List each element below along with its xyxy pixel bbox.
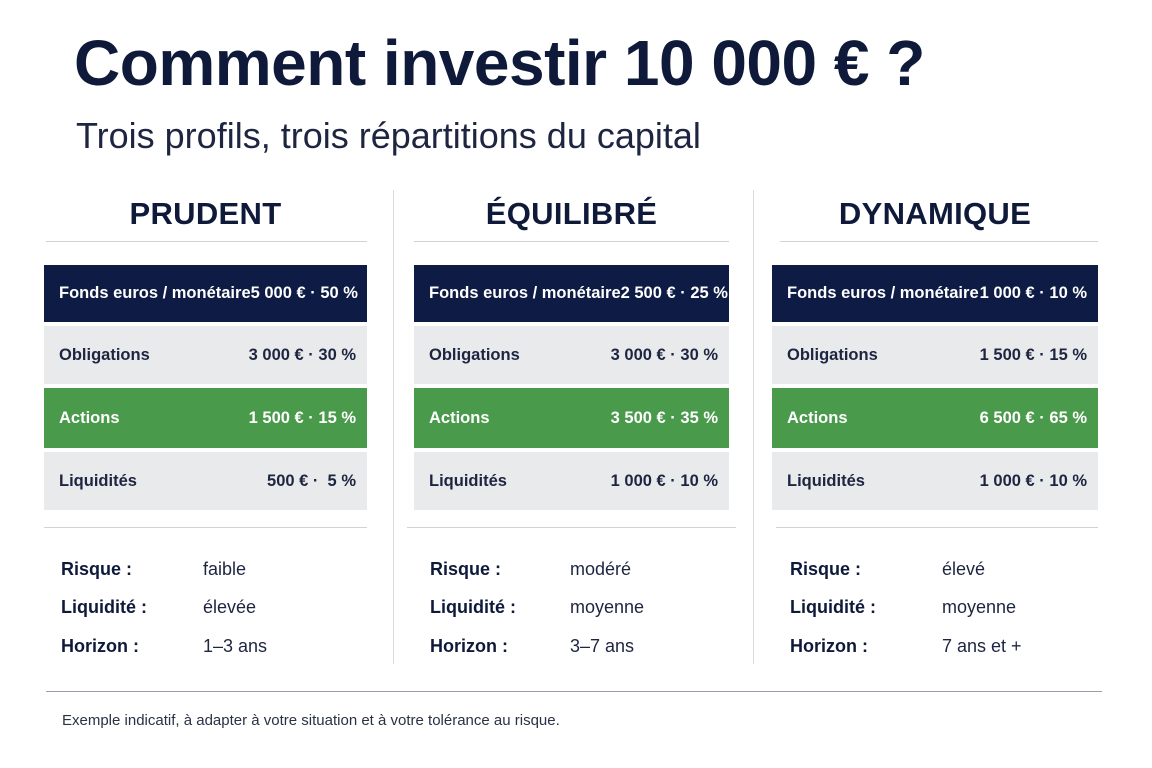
info-label: Liquidité :	[790, 597, 876, 618]
info-value: 7 ans et +	[942, 635, 1022, 656]
info-row-horizon: Horizon : 7 ans et +	[790, 627, 1098, 666]
allocation-value: 1 000 € · 10 %	[979, 284, 1087, 302]
allocation-label: Liquidités	[59, 471, 137, 490]
allocation-value: 1 000 € · 10 %	[610, 471, 718, 490]
allocation-value: 3 000 € · 30 %	[248, 345, 356, 364]
info-value: modéré	[570, 558, 632, 579]
profile-title: ÉQUILIBRÉ	[485, 196, 658, 231]
info-label: Horizon :	[61, 635, 139, 656]
profile-info: Risque : élevé Liquidité : moyenne Horiz…	[772, 550, 1098, 666]
profile-column-prudent: PRUDENT Fonds euros / monétaire 5 000 € …	[44, 190, 367, 660]
info-value: moyenne	[570, 597, 645, 618]
profile-column-dynamique: DYNAMIQUE Fonds euros / monétaire 1 000 …	[772, 190, 1098, 660]
allocation-label: Actions	[787, 408, 848, 427]
info-label: Risque :	[790, 558, 862, 579]
section-rule	[776, 527, 1098, 528]
title-rule	[46, 241, 367, 242]
allocation-label: Fonds euros / monétaire	[787, 284, 979, 302]
footer-rule	[46, 691, 1102, 692]
allocation-value: 1 500 € · 15 %	[248, 408, 356, 427]
allocation-value: 3 500 € · 35 %	[610, 408, 718, 427]
allocation-row-liquidites: Liquidités 1 000 € · 10 %	[772, 452, 1098, 510]
allocation-row-fonds-euros: Fonds euros / monétaire 1 000 € · 10 %	[772, 265, 1098, 322]
info-label: Risque :	[61, 558, 133, 579]
allocation-row-obligations: Obligations 3 000 € · 30 %	[44, 326, 367, 384]
allocation-table: Fonds euros / monétaire 2 500 € · 25 % O…	[414, 265, 729, 514]
info-row-liquidite: Liquidité : moyenne	[790, 589, 1098, 628]
section-rule	[407, 527, 736, 528]
column-divider	[753, 190, 754, 664]
allocation-row-fonds-euros: Fonds euros / monétaire 5 000 € · 50 %	[44, 265, 367, 322]
allocation-value: 2 500 € · 25 %	[620, 284, 728, 302]
info-row-horizon: Horizon : 3–7 ans	[430, 627, 729, 666]
profile-column-equilibre: ÉQUILIBRÉ Fonds euros / monétaire 2 500 …	[407, 190, 736, 660]
info-value: 1–3 ans	[203, 635, 268, 656]
allocation-value: 5 000 € · 50 %	[250, 284, 358, 302]
info-value: élevée	[203, 597, 257, 618]
allocation-value: 1 500 € · 15 %	[979, 345, 1087, 364]
info-value: 3–7 ans	[570, 635, 635, 656]
info-value: élevé	[942, 558, 986, 579]
allocation-row-liquidites: Liquidités 500 € · 5 %	[44, 452, 367, 510]
page-title: Comment investir 10 000 € ?	[74, 27, 925, 99]
allocation-label: Fonds euros / monétaire	[429, 284, 621, 302]
allocation-label: Obligations	[429, 345, 520, 364]
allocation-value: 6 500 € · 65 %	[979, 408, 1087, 427]
allocation-value: 500 € · 5 %	[267, 471, 356, 490]
info-row-risque: Risque : modéré	[430, 550, 729, 589]
allocation-label: Fonds euros / monétaire	[59, 284, 251, 302]
allocation-label: Liquidités	[429, 471, 507, 490]
title-rule	[414, 241, 729, 242]
info-value: moyenne	[942, 597, 1017, 618]
allocation-row-actions: Actions 1 500 € · 15 %	[44, 388, 367, 448]
profile-info: Risque : modéré Liquidité : moyenne Hori…	[414, 550, 729, 666]
footnote: Exemple indicatif, à adapter à votre sit…	[62, 712, 560, 729]
allocation-label: Obligations	[787, 345, 878, 364]
allocation-row-obligations: Obligations 3 000 € · 30 %	[414, 326, 729, 384]
profile-info: Risque : faible Liquidité : élevée Horiz…	[44, 550, 367, 666]
allocation-row-actions: Actions 3 500 € · 35 %	[414, 388, 729, 448]
info-row-liquidite: Liquidité : élevée	[61, 589, 367, 628]
allocation-value: 3 000 € · 30 %	[610, 345, 718, 364]
allocation-table: Fonds euros / monétaire 1 000 € · 10 % O…	[772, 265, 1098, 514]
info-row-risque: Risque : élevé	[790, 550, 1098, 589]
info-label: Horizon :	[430, 635, 508, 656]
allocation-row-obligations: Obligations 1 500 € · 15 %	[772, 326, 1098, 384]
info-row-liquidite: Liquidité : moyenne	[430, 589, 729, 628]
allocation-row-fonds-euros: Fonds euros / monétaire 2 500 € · 25 %	[414, 265, 729, 322]
allocation-label: Liquidités	[787, 471, 865, 490]
info-label: Horizon :	[790, 635, 868, 656]
info-value: faible	[203, 558, 247, 579]
allocation-label: Obligations	[59, 345, 150, 364]
title-rule	[780, 241, 1098, 242]
allocation-value: 1 000 € · 10 %	[979, 471, 1087, 490]
allocation-row-actions: Actions 6 500 € · 65 %	[772, 388, 1098, 448]
allocation-table: Fonds euros / monétaire 5 000 € · 50 % O…	[44, 265, 367, 514]
info-label: Liquidité :	[430, 597, 516, 618]
allocation-label: Actions	[59, 408, 120, 427]
info-label: Risque :	[430, 558, 502, 579]
allocation-row-liquidites: Liquidités 1 000 € · 10 %	[414, 452, 729, 510]
allocation-label: Actions	[429, 408, 490, 427]
profile-title: PRUDENT	[129, 196, 282, 231]
profile-title: DYNAMIQUE	[838, 196, 1032, 231]
info-label: Liquidité :	[61, 597, 147, 618]
section-rule	[44, 527, 367, 528]
info-row-horizon: Horizon : 1–3 ans	[61, 627, 367, 666]
info-row-risque: Risque : faible	[61, 550, 367, 589]
column-divider	[393, 190, 394, 664]
page-subtitle: Trois profils, trois répartitions du cap…	[76, 115, 701, 156]
